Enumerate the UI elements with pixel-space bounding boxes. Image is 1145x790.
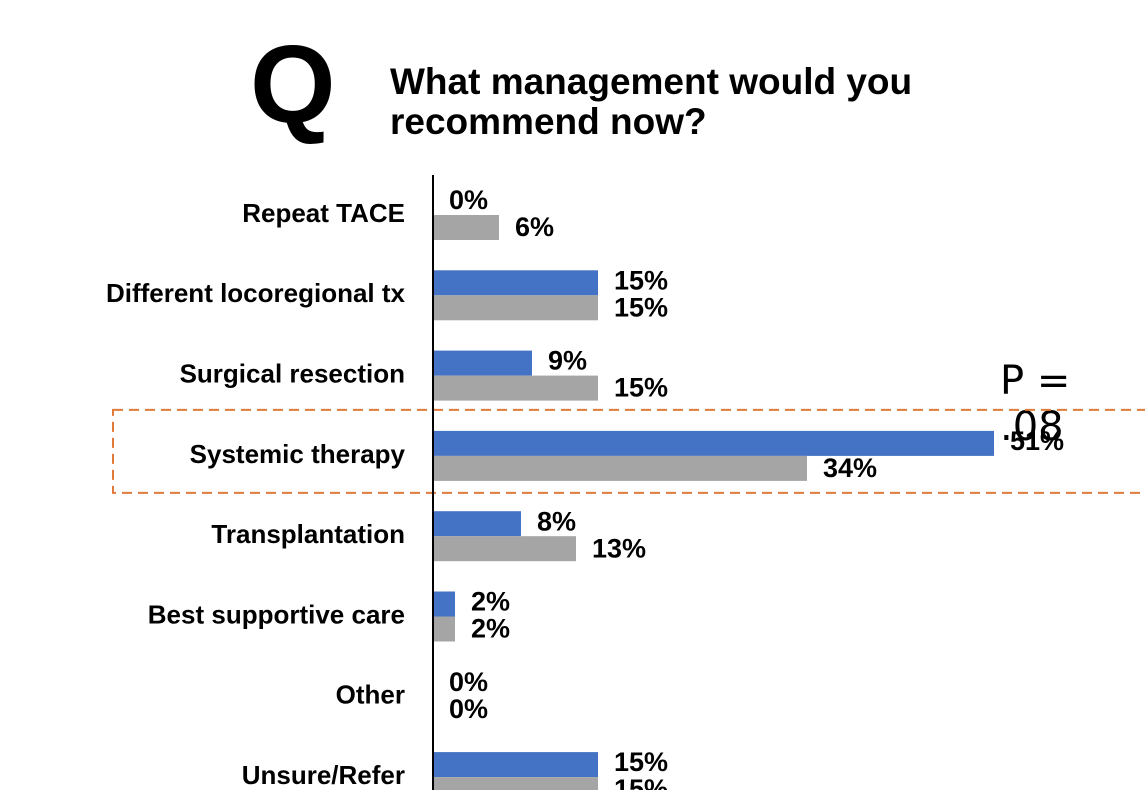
bar bbox=[433, 616, 455, 642]
category-label: Systemic therapy bbox=[190, 439, 406, 469]
highlight-box bbox=[112, 408, 1145, 494]
bar bbox=[433, 511, 521, 537]
category-label: Best supportive care bbox=[148, 599, 405, 629]
bar bbox=[433, 591, 455, 617]
data-label: 2% bbox=[471, 587, 510, 617]
bar bbox=[433, 752, 598, 778]
data-label: 0% bbox=[449, 185, 488, 215]
bar bbox=[433, 215, 499, 240]
category-label: Surgical resection bbox=[180, 358, 405, 388]
data-label: 9% bbox=[548, 346, 587, 376]
category-label: Other bbox=[336, 680, 405, 710]
data-label: 15% bbox=[614, 265, 668, 295]
data-label: 13% bbox=[592, 533, 646, 563]
bar bbox=[433, 295, 598, 321]
data-label: 0% bbox=[449, 694, 488, 724]
bar bbox=[433, 430, 994, 456]
bar bbox=[433, 455, 807, 481]
data-label: 6% bbox=[515, 212, 554, 242]
category-label: Repeat TACE bbox=[242, 198, 405, 228]
bar bbox=[433, 375, 598, 401]
data-label: 15% bbox=[614, 292, 668, 322]
category-label: Transplantation bbox=[211, 519, 405, 549]
data-label: 2% bbox=[471, 614, 510, 644]
category-label: Unsure/Refer bbox=[242, 760, 405, 790]
chart-title: What management would you recommend now? bbox=[390, 61, 913, 142]
data-label: 15% bbox=[614, 774, 668, 790]
data-label: 34% bbox=[823, 453, 877, 483]
data-label: 0% bbox=[449, 667, 488, 697]
data-label: 15% bbox=[614, 373, 668, 403]
bar bbox=[433, 777, 598, 790]
logo: Q bbox=[250, 23, 336, 146]
bar bbox=[433, 536, 576, 562]
data-label: 8% bbox=[537, 506, 576, 536]
data-label: 15% bbox=[614, 747, 668, 777]
annotation: P = .08 bbox=[1000, 358, 1071, 450]
bar bbox=[433, 350, 532, 376]
data-label: 51% bbox=[1010, 426, 1064, 456]
bar bbox=[433, 270, 598, 296]
category-label: Different locoregional tx bbox=[106, 278, 406, 308]
